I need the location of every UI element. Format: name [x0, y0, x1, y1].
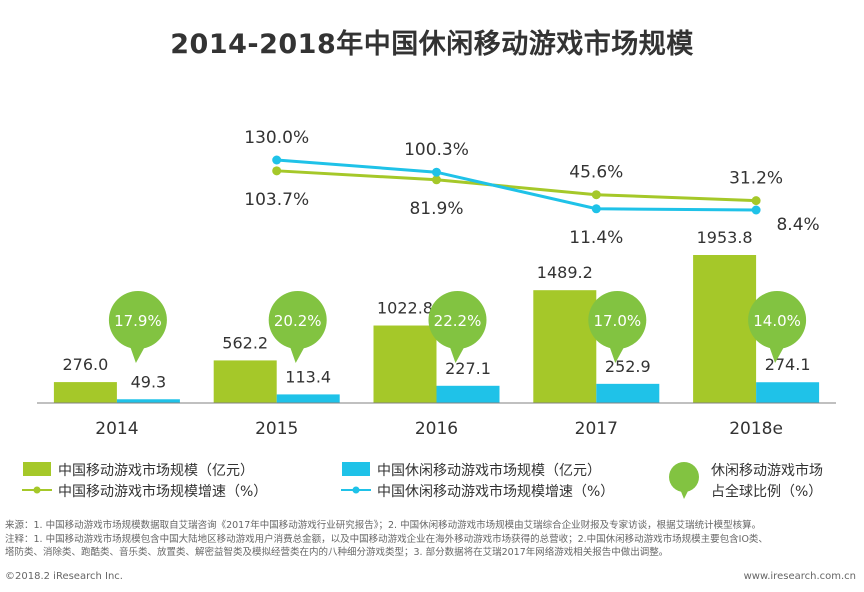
bar-label-casual-2014: 49.3 [131, 372, 167, 391]
point-casual-2015 [272, 155, 282, 165]
bar-casual-2018e [756, 382, 820, 403]
point-casual-2017 [591, 204, 601, 214]
bar-label-casual-2016: 227.1 [445, 359, 491, 378]
legend-label-casual-line: 中国休闲移动游戏市场规模增速（%） [377, 483, 614, 500]
bubbles-layer: 17.9% 20.2% 22.2% 17.0% 14.0% [108, 291, 807, 363]
x-axis: 2014 2015 2016 2017 2018e [37, 402, 836, 439]
bubble-label-2015: 20.2% [274, 312, 322, 330]
website-url: www.iresearch.com.cn [743, 571, 856, 582]
legend-swatch-bubble [669, 462, 699, 492]
x-tick-label-2015: 2015 [255, 419, 298, 439]
line-label-casual-2015: 130.0% [244, 128, 309, 148]
line-label-mobile-2015: 103.7% [244, 190, 309, 210]
bubble-tail-2018e [768, 343, 787, 363]
line-label-mobile-2017: 45.6% [569, 163, 623, 183]
point-mobile-2017 [591, 190, 601, 200]
legend-label-mobile-line: 中国移动游戏市场规模增速（%） [58, 483, 267, 500]
point-casual-2018e [751, 205, 761, 215]
bar-label-mobile-2017: 1489.2 [537, 263, 593, 282]
bubble-body-2014 [108, 291, 167, 349]
bubble-2017: 17.0% [588, 291, 647, 363]
bar-mobile-2016 [373, 325, 437, 403]
bar-label-mobile-2018e: 1953.8 [697, 228, 753, 247]
bar-mobile-2015 [213, 360, 277, 403]
point-mobile-2016 [432, 175, 441, 185]
x-tick-label-2016: 2016 [415, 419, 458, 439]
bubble-body-2017 [588, 291, 647, 349]
bar-casual-2014 [116, 399, 180, 403]
bubble-label-2018e: 14.0% [753, 312, 801, 330]
line-label-casual-2018e: 8.4% [776, 215, 819, 235]
bar-label-casual-2015: 113.4 [285, 367, 331, 386]
bar-casual-2017 [596, 383, 660, 403]
lines-layer: 103.7% 81.9% 45.6% 31.2% 130.0% 100.3% 11.4% 8.… [244, 128, 819, 248]
bar-casual-2015 [276, 394, 340, 403]
line-label-mobile-2018e: 31.2% [729, 169, 783, 189]
bar-casual-2016 [436, 385, 500, 403]
footnote-line: 塔防类、消除类、跑酷类、音乐类、放置类、解密益智类及模拟经营类在内的八种细分游戏… [5, 547, 669, 558]
bar-mobile-2014 [53, 382, 117, 403]
legend-swatch-casual-dot [352, 486, 360, 494]
legend-swatch-mobile-dot [33, 486, 41, 494]
bar-label-casual-2017: 252.9 [605, 357, 651, 376]
bubble-tail-2015 [288, 343, 307, 363]
point-casual-2016 [432, 167, 441, 177]
bubble-body-2018e [748, 291, 807, 349]
bubble-label-2016: 22.2% [434, 312, 482, 330]
bubble-label-2017: 17.0% [593, 312, 641, 330]
bubble-2015: 20.2% [268, 291, 327, 363]
bubble-2018e: 14.0% [748, 291, 807, 363]
chart-title: 2014-2018年中国休闲移动游戏市场规模 [170, 29, 694, 60]
line-casual [276, 158, 757, 212]
point-mobile-2015 [272, 166, 282, 176]
x-tick-label-2017: 2017 [575, 419, 618, 439]
bar-mobile-2017 [533, 290, 597, 403]
bubble-tail-2017 [608, 343, 627, 363]
legend-label-bubble-line2: 占全球比例（%） [711, 483, 822, 500]
bubble-label-2014: 17.9% [114, 312, 162, 330]
line-label-casual-2016: 100.3% [404, 140, 469, 160]
bubble-tail-2014 [128, 343, 147, 363]
legend-swatch-mobile-bar [23, 462, 51, 476]
legend-swatch-bubble-tail [680, 489, 689, 499]
bubble-tail-2016 [448, 343, 467, 363]
website-text: www.iresearch.com.cn [744, 571, 856, 582]
legend-swatch-casual-bar [342, 462, 370, 476]
legend-label-bubble-line1: 休闲移动游戏市场 [711, 462, 823, 479]
footnote-line: 注释：1. 中国移动游戏市场规模包含中国大陆地区移动游戏用户消费总金额，以及中国… [5, 533, 768, 545]
bubble-body-2015 [268, 291, 327, 349]
bar-mobile-2018e [693, 255, 757, 403]
legend-label-casual-bar: 中国休闲移动游戏市场规模（亿元） [377, 462, 601, 479]
bubble-2014: 17.9% [108, 291, 167, 363]
x-tick-label-2018e: 2018e [729, 419, 783, 439]
bar-label-casual-2018e: 274.1 [765, 355, 811, 374]
copyright-text: ©2018.2 iResearch Inc. [5, 571, 123, 582]
point-mobile-2018e [751, 196, 761, 206]
legend-label-mobile-bar: 中国移动游戏市场规模（亿元） [58, 462, 254, 479]
x-tick-label-2014: 2014 [95, 419, 138, 439]
legend: 中国移动游戏市场规模（亿元） 中国移动游戏市场规模增速（%） 中国休闲移动游戏市场规… [22, 462, 823, 500]
footnote-line: 来源：1. 中国移动游戏市场规模数据取自艾瑞咨询《2017年中国移动游戏行业研究… [5, 520, 762, 531]
bubble-body-2016 [428, 291, 487, 349]
footnote: 来源：1. 中国移动游戏市场规模数据取自艾瑞咨询《2017年中国移动游戏行业研究… [5, 519, 855, 560]
bar-label-mobile-2015: 562.2 [222, 333, 268, 352]
line-mobile [276, 169, 757, 203]
line-label-mobile-2016: 81.9% [409, 199, 463, 219]
bar-label-mobile-2016: 1022.8 [377, 299, 433, 318]
bubble-2016: 22.2% [428, 291, 487, 363]
bar-label-mobile-2014: 276.0 [62, 355, 108, 374]
line-label-casual-2017: 11.4% [569, 228, 623, 248]
